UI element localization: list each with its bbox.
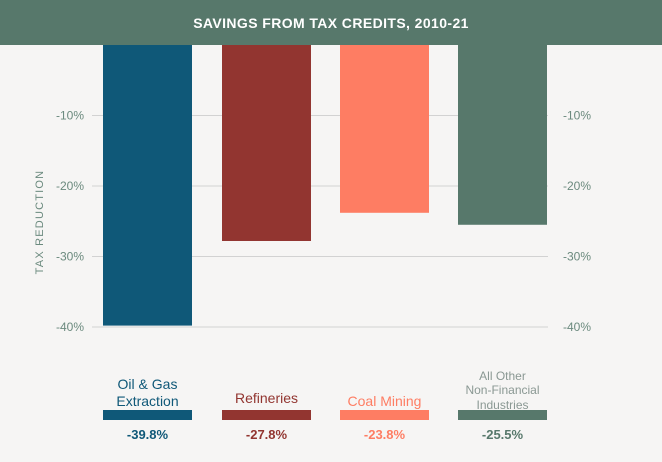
value-label: -23.8% — [363, 427, 406, 442]
y-tick-label-left: -40% — [56, 320, 84, 334]
bar — [458, 45, 547, 225]
y-tick-label-right: -40% — [563, 320, 591, 334]
chart-title: SAVINGS FROM TAX CREDITS, 2010-21 — [0, 0, 662, 45]
y-tick-label-right: -10% — [563, 109, 591, 123]
y-tick-label-right: -20% — [563, 179, 591, 193]
category-label: All Other Non-Financial Industries — [465, 369, 540, 412]
value-label: -25.5% — [481, 427, 524, 442]
y-tick-label-right: -30% — [563, 250, 591, 264]
y-axis-label: TAX REDUCTION — [34, 170, 46, 275]
y-tick-label-left: -10% — [56, 109, 84, 123]
category-label: Oil & Gas Extraction — [116, 376, 179, 409]
bar — [340, 45, 429, 213]
legend-swatch — [458, 410, 547, 420]
category-label: Coal Mining — [347, 393, 422, 409]
value-label: -39.8% — [126, 427, 169, 442]
bar — [103, 45, 192, 326]
y-tick-label-left: -30% — [56, 250, 84, 264]
y-tick-label-left: -20% — [56, 179, 84, 193]
legend-swatch — [103, 410, 192, 420]
legend-swatch — [340, 410, 429, 420]
bar — [222, 45, 311, 241]
value-label: -27.8% — [245, 427, 288, 442]
category-label: Refineries — [234, 390, 299, 406]
legend-swatch — [222, 410, 311, 420]
